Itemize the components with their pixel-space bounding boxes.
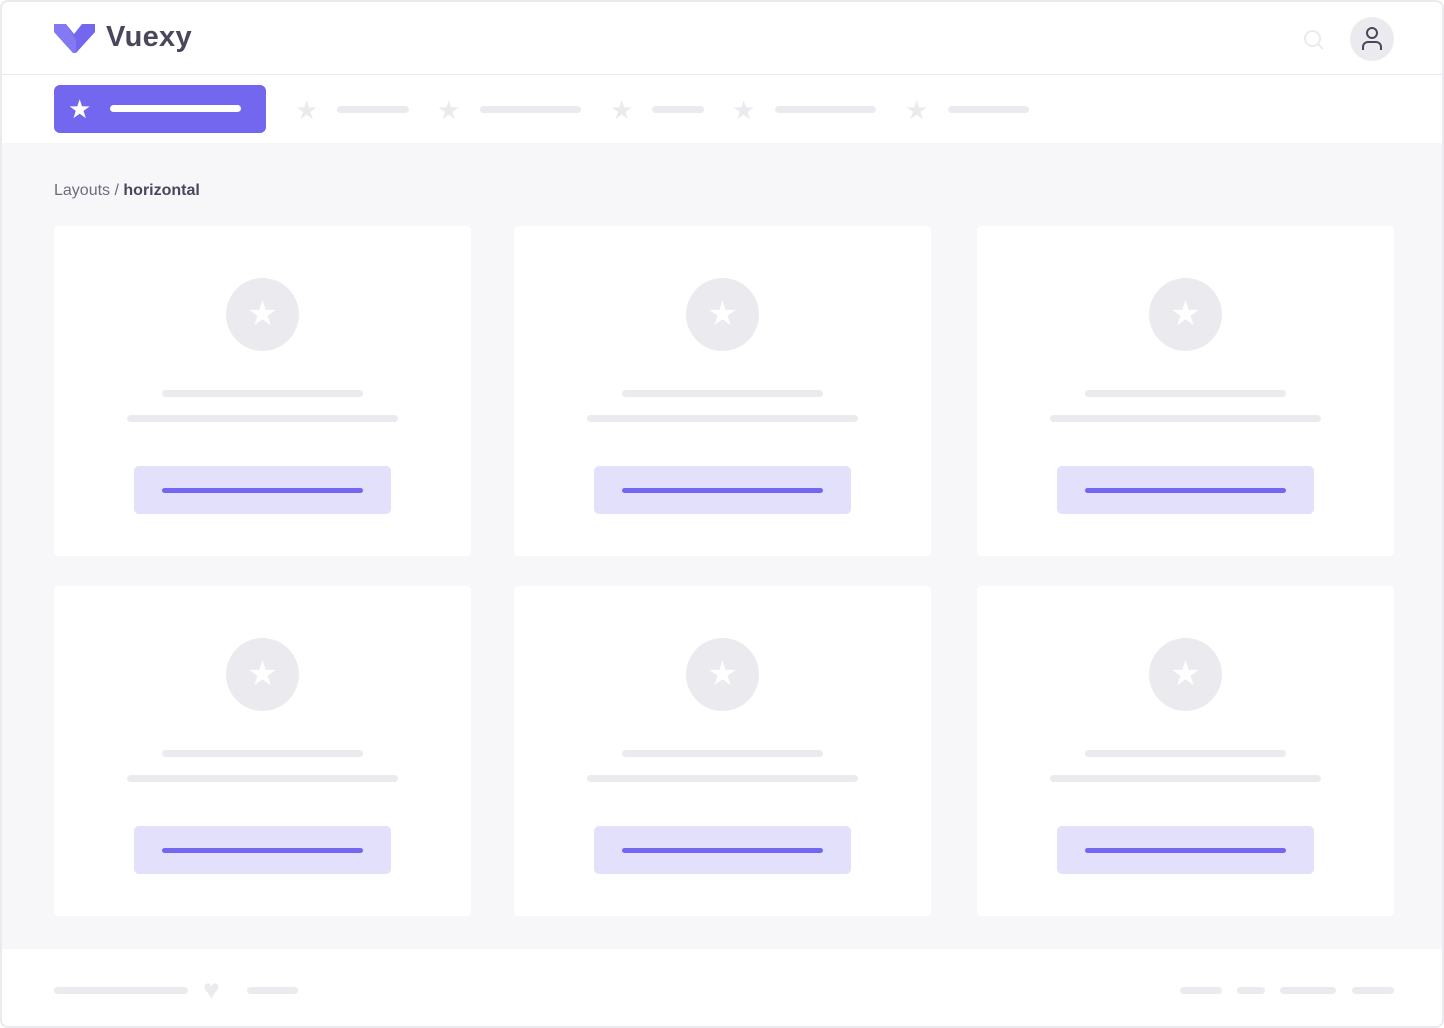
card-title-placeholder (162, 390, 363, 397)
card-text-placeholder (1050, 415, 1321, 422)
footer: ♥ (2, 949, 1442, 1026)
footer-text-placeholder (54, 987, 188, 994)
footer-link[interactable] (1280, 987, 1336, 994)
star-icon: ★ (686, 278, 759, 351)
nav-label-placeholder (480, 106, 581, 113)
card-text-placeholder (127, 775, 398, 782)
card-title-placeholder (622, 390, 823, 397)
breadcrumb-separator: / (110, 182, 124, 199)
footer-link[interactable] (1352, 987, 1394, 994)
breadcrumb: Layouts / horizontal (54, 182, 200, 200)
nav-label-placeholder (775, 106, 876, 113)
card-button-label-placeholder (622, 488, 823, 493)
nav-label-placeholder (652, 106, 704, 113)
card-text-placeholder (1050, 775, 1321, 782)
horizontal-nav: ★ ★ ★ ★ ★ ★ (2, 76, 1442, 143)
star-icon: ★ (68, 94, 92, 124)
card-button[interactable] (594, 826, 851, 874)
footer-link[interactable] (1180, 987, 1222, 994)
card-title-placeholder (1085, 750, 1286, 757)
card-title-placeholder (622, 750, 823, 757)
card-text-placeholder (587, 775, 858, 782)
user-avatar-button[interactable] (1350, 17, 1394, 61)
card: ★ (54, 586, 471, 916)
card-button-label-placeholder (1085, 488, 1286, 493)
star-icon: ★ (732, 95, 756, 125)
card-button[interactable] (1057, 466, 1314, 514)
breadcrumb-current: horizontal (123, 182, 200, 199)
star-icon: ★ (437, 95, 461, 125)
card-button[interactable] (134, 826, 391, 874)
star-icon: ★ (1149, 638, 1222, 711)
card-button[interactable] (134, 466, 391, 514)
card: ★ (977, 586, 1394, 916)
card-text-placeholder (587, 415, 858, 422)
footer-text-placeholder (247, 987, 298, 994)
brand-name[interactable]: Vuexy (106, 21, 192, 53)
card-title-placeholder (162, 750, 363, 757)
search-icon[interactable] (1303, 29, 1325, 51)
card-button-label-placeholder (1085, 848, 1286, 853)
card: ★ (514, 586, 931, 916)
header: Vuexy (2, 2, 1442, 75)
card-button-label-placeholder (162, 488, 363, 493)
card: ★ (514, 226, 931, 556)
card-button-label-placeholder (622, 848, 823, 853)
card-title-placeholder (1085, 390, 1286, 397)
user-icon (1362, 27, 1382, 50)
footer-link[interactable] (1237, 987, 1265, 994)
star-icon: ★ (686, 638, 759, 711)
vuexy-logo-icon (54, 24, 95, 53)
nav-label-placeholder (337, 106, 409, 113)
star-icon: ★ (226, 638, 299, 711)
breadcrumb-parent[interactable]: Layouts (54, 182, 111, 199)
card-button[interactable] (594, 466, 851, 514)
star-icon: ★ (610, 95, 634, 125)
nav-label-placeholder (110, 105, 241, 112)
heart-icon: ♥ (203, 974, 220, 1005)
star-icon: ★ (905, 95, 929, 125)
nav-label-placeholder (948, 106, 1029, 113)
card: ★ (54, 226, 471, 556)
star-icon: ★ (226, 278, 299, 351)
card-button-label-placeholder (162, 848, 363, 853)
card-button[interactable] (1057, 826, 1314, 874)
star-icon: ★ (1149, 278, 1222, 351)
star-icon: ★ (295, 95, 319, 125)
card-text-placeholder (127, 415, 398, 422)
nav-item-active[interactable]: ★ (54, 85, 266, 133)
card: ★ (977, 226, 1394, 556)
